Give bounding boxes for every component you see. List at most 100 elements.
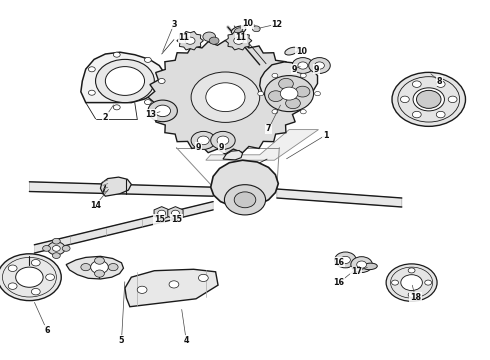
Circle shape bbox=[158, 78, 165, 84]
Circle shape bbox=[169, 281, 179, 288]
Ellipse shape bbox=[363, 263, 377, 270]
Circle shape bbox=[295, 86, 310, 97]
Circle shape bbox=[91, 261, 108, 274]
Circle shape bbox=[413, 88, 444, 111]
Text: 16: 16 bbox=[334, 258, 344, 266]
Circle shape bbox=[31, 288, 40, 295]
Circle shape bbox=[148, 100, 177, 122]
Circle shape bbox=[206, 83, 245, 112]
Circle shape bbox=[224, 185, 266, 215]
Text: 11: 11 bbox=[236, 33, 246, 42]
Text: 9: 9 bbox=[313, 65, 319, 74]
Polygon shape bbox=[34, 202, 213, 253]
Circle shape bbox=[105, 67, 145, 95]
Circle shape bbox=[81, 264, 91, 271]
Text: 6: 6 bbox=[44, 326, 50, 335]
Circle shape bbox=[400, 96, 409, 103]
Circle shape bbox=[300, 73, 306, 78]
Polygon shape bbox=[29, 182, 213, 196]
Circle shape bbox=[408, 292, 415, 297]
Polygon shape bbox=[260, 62, 318, 103]
Ellipse shape bbox=[231, 26, 246, 35]
Circle shape bbox=[392, 72, 465, 126]
Circle shape bbox=[265, 76, 314, 112]
Circle shape bbox=[191, 72, 260, 122]
Circle shape bbox=[43, 246, 50, 251]
Circle shape bbox=[416, 90, 441, 108]
Circle shape bbox=[108, 264, 118, 271]
Circle shape bbox=[292, 58, 314, 73]
Circle shape bbox=[88, 67, 95, 72]
Text: 9: 9 bbox=[291, 65, 297, 74]
Text: 11: 11 bbox=[178, 33, 189, 42]
Circle shape bbox=[252, 26, 260, 32]
Circle shape bbox=[351, 257, 372, 273]
Circle shape bbox=[191, 131, 216, 149]
Circle shape bbox=[413, 111, 421, 118]
Circle shape bbox=[95, 270, 104, 277]
Text: 4: 4 bbox=[183, 336, 189, 345]
Circle shape bbox=[62, 246, 70, 251]
Circle shape bbox=[258, 91, 264, 96]
Text: 12: 12 bbox=[271, 20, 282, 29]
Circle shape bbox=[315, 62, 324, 69]
Ellipse shape bbox=[235, 28, 243, 33]
Circle shape bbox=[145, 100, 151, 105]
Text: 8: 8 bbox=[436, 77, 442, 86]
Circle shape bbox=[357, 261, 367, 268]
Circle shape bbox=[211, 131, 235, 149]
Text: 9: 9 bbox=[196, 143, 201, 152]
Circle shape bbox=[217, 136, 229, 145]
Polygon shape bbox=[125, 269, 218, 307]
Circle shape bbox=[16, 267, 43, 287]
Circle shape bbox=[234, 192, 256, 208]
Text: 2: 2 bbox=[102, 112, 108, 122]
Polygon shape bbox=[100, 177, 131, 196]
Circle shape bbox=[88, 90, 95, 95]
Circle shape bbox=[315, 91, 320, 96]
Circle shape bbox=[335, 252, 356, 268]
Circle shape bbox=[172, 210, 179, 216]
Circle shape bbox=[272, 73, 278, 78]
Polygon shape bbox=[225, 31, 252, 50]
Circle shape bbox=[96, 59, 154, 103]
Text: 14: 14 bbox=[90, 201, 101, 210]
Circle shape bbox=[425, 280, 432, 285]
Circle shape bbox=[280, 87, 298, 100]
Circle shape bbox=[198, 274, 208, 282]
Circle shape bbox=[52, 253, 60, 258]
Ellipse shape bbox=[285, 47, 298, 55]
Circle shape bbox=[155, 105, 171, 117]
Polygon shape bbox=[206, 130, 318, 160]
Circle shape bbox=[234, 37, 244, 44]
Text: 13: 13 bbox=[146, 110, 156, 119]
Text: 9: 9 bbox=[219, 143, 224, 152]
Circle shape bbox=[158, 210, 166, 216]
Circle shape bbox=[8, 265, 17, 271]
Circle shape bbox=[272, 109, 278, 114]
Circle shape bbox=[52, 238, 60, 244]
Circle shape bbox=[0, 254, 61, 301]
Circle shape bbox=[145, 57, 151, 62]
Circle shape bbox=[113, 52, 120, 57]
Text: 18: 18 bbox=[410, 293, 421, 302]
Polygon shape bbox=[223, 150, 243, 160]
Polygon shape bbox=[66, 256, 123, 279]
Text: 17: 17 bbox=[351, 267, 362, 276]
Circle shape bbox=[95, 257, 104, 264]
Polygon shape bbox=[277, 189, 402, 207]
Text: 15: 15 bbox=[171, 215, 182, 224]
Text: 10: 10 bbox=[296, 47, 307, 56]
Circle shape bbox=[286, 98, 300, 109]
Polygon shape bbox=[168, 207, 183, 220]
Circle shape bbox=[185, 37, 195, 44]
Circle shape bbox=[269, 91, 283, 102]
Circle shape bbox=[448, 96, 457, 103]
Text: 3: 3 bbox=[171, 20, 177, 29]
Circle shape bbox=[341, 256, 350, 264]
Circle shape bbox=[408, 268, 415, 273]
Circle shape bbox=[298, 62, 308, 69]
Circle shape bbox=[386, 264, 437, 301]
Circle shape bbox=[8, 283, 17, 289]
Circle shape bbox=[113, 105, 120, 110]
